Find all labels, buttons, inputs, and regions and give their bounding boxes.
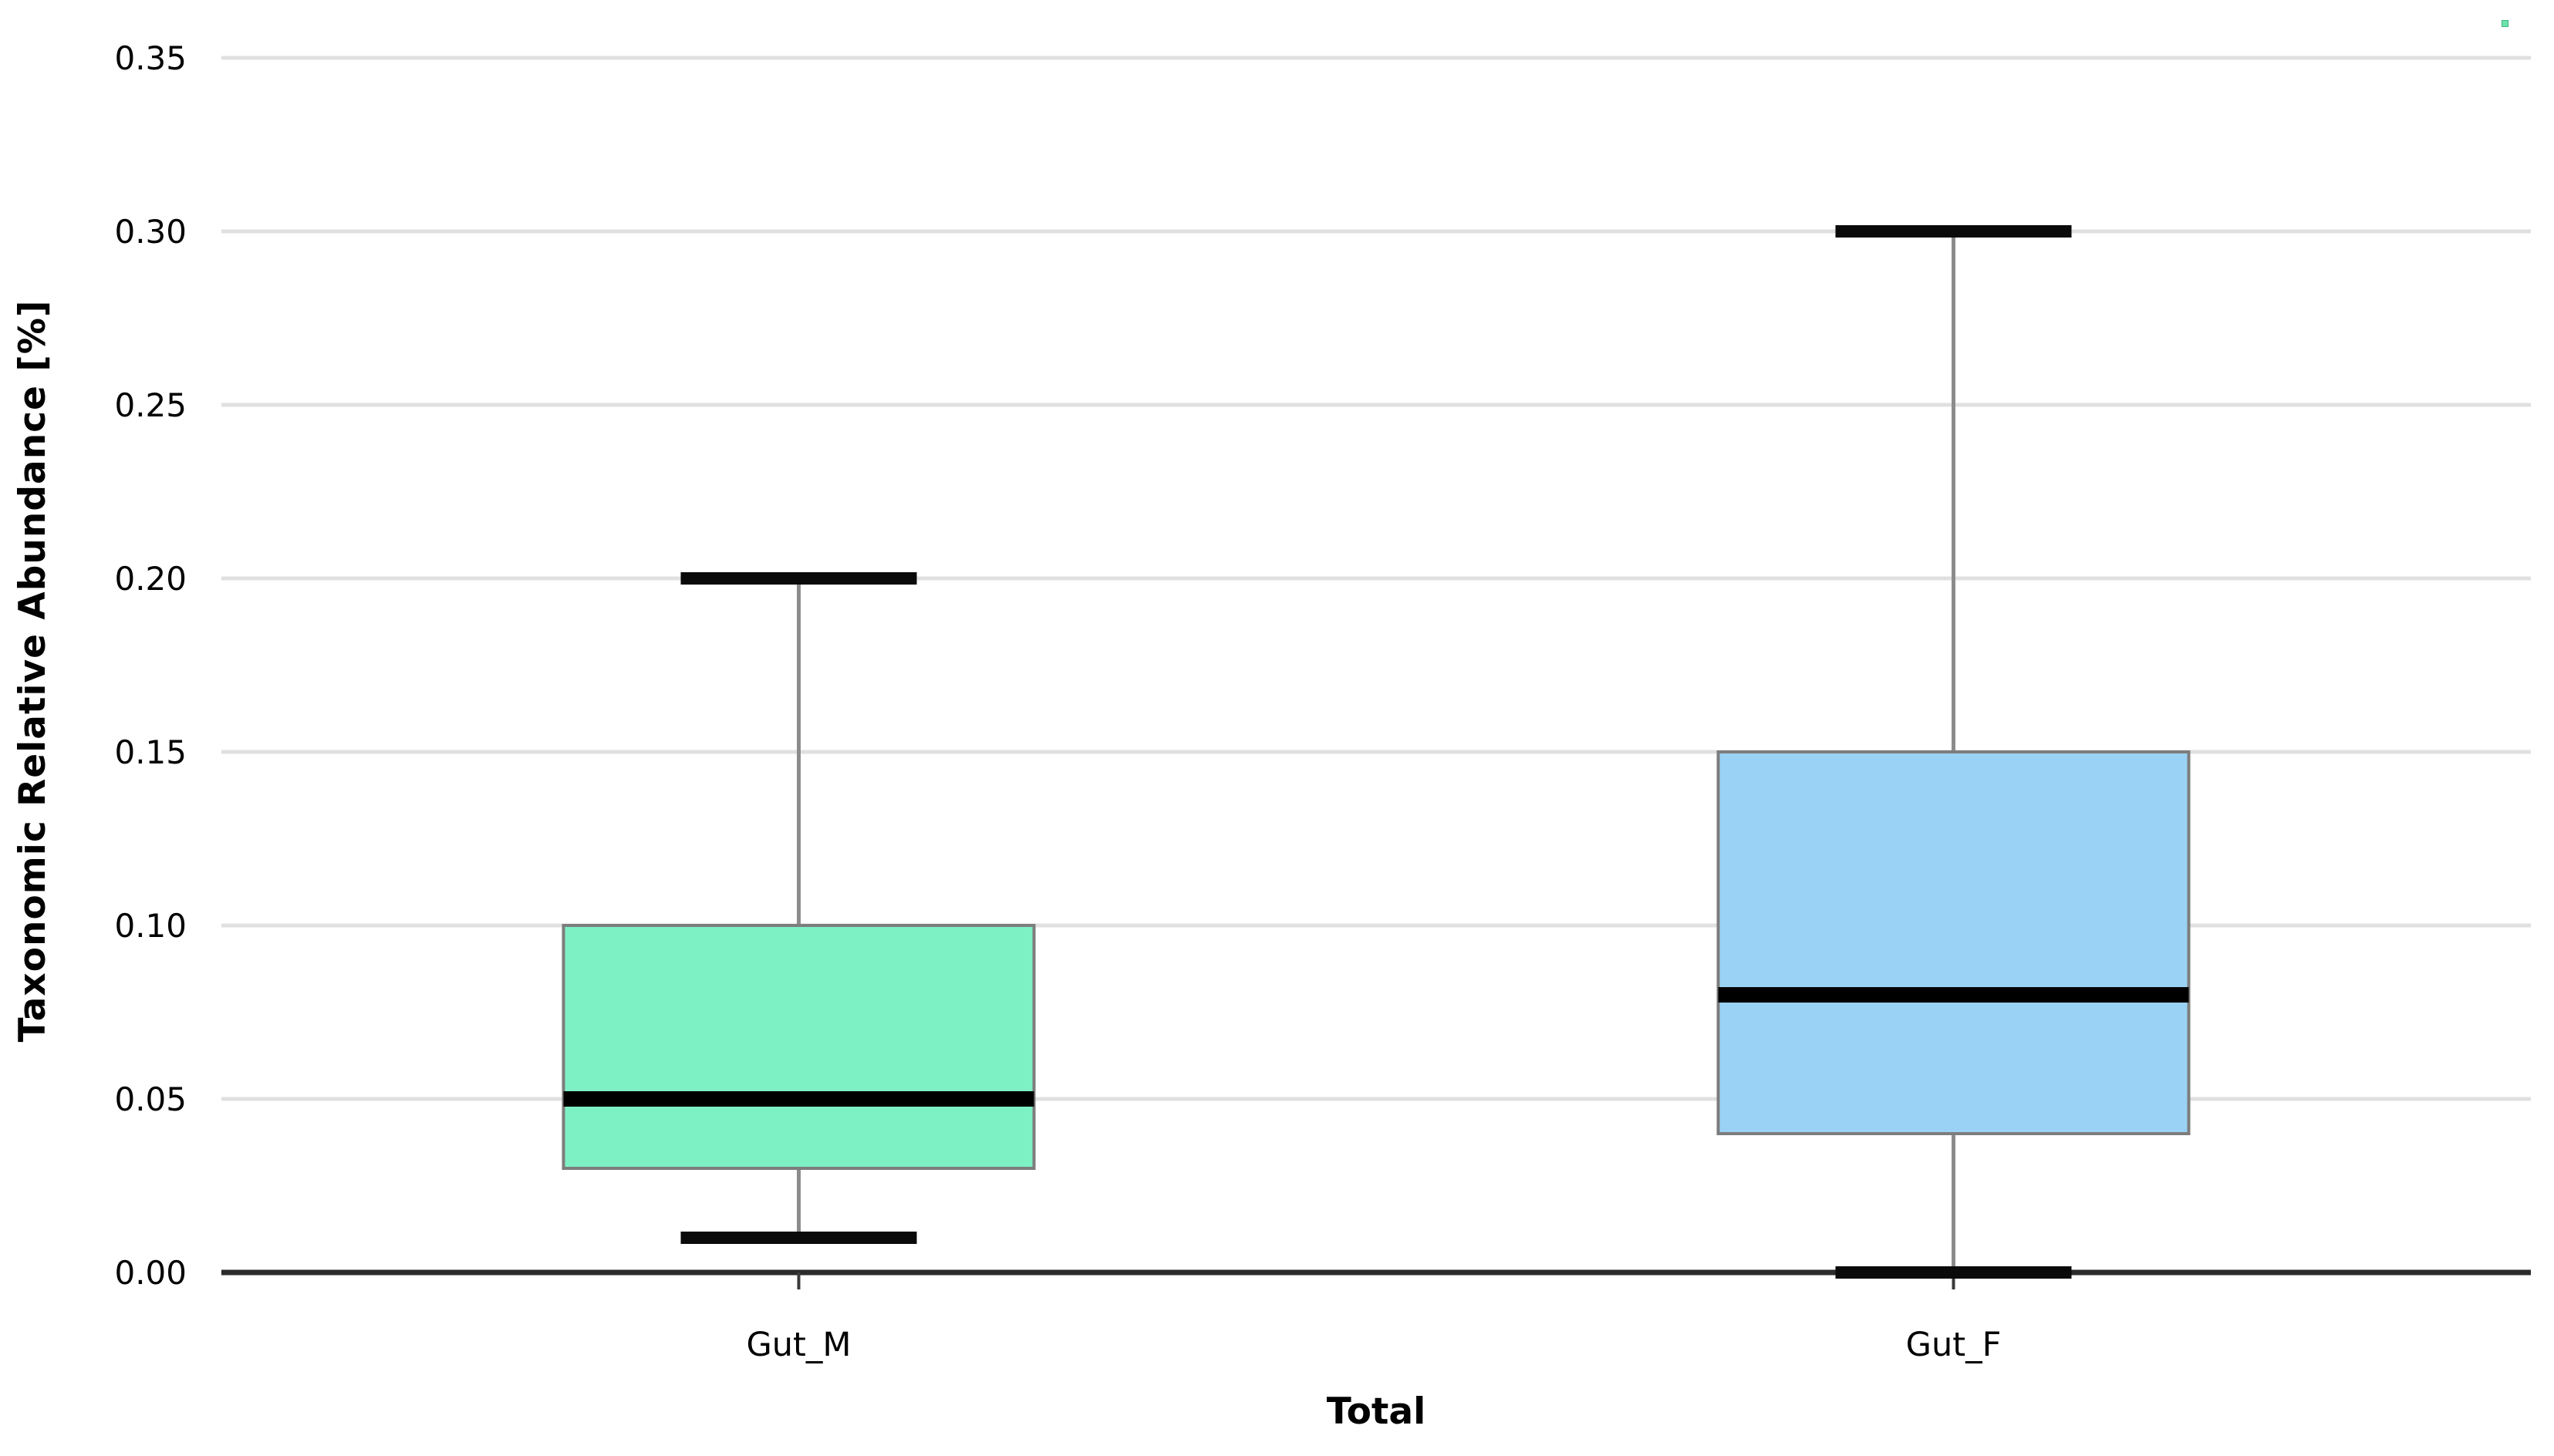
y-tick-label: 0.35: [114, 39, 187, 77]
iqr-box: [1716, 750, 2191, 1135]
x-category-label: Gut_F: [1906, 1326, 2002, 1364]
y-tick-label: 0.20: [114, 560, 187, 598]
y-tick-label: 0.15: [114, 733, 187, 771]
boxes-group: [562, 225, 2191, 1279]
iqr-box: [562, 924, 1036, 1170]
y-tick-label: 0.00: [114, 1254, 187, 1292]
axes-group: 0.00 0.05 0.10 0.15 0.20 0.25 0.30 0.35 Gut_M Gut…: [114, 39, 2531, 1364]
y-tick-label: 0.25: [114, 386, 187, 424]
y-tick-label: 0.05: [114, 1080, 187, 1118]
x-axis-title: Total: [1327, 1390, 1425, 1433]
y-axis-title: Taxonomic Relative Abundance [%]: [12, 300, 54, 1043]
x-category-label: Gut_M: [746, 1326, 851, 1364]
y-tick-label: 0.10: [114, 907, 187, 945]
corner-marker-dot: [2502, 20, 2508, 27]
y-tick-label: 0.30: [114, 213, 187, 251]
